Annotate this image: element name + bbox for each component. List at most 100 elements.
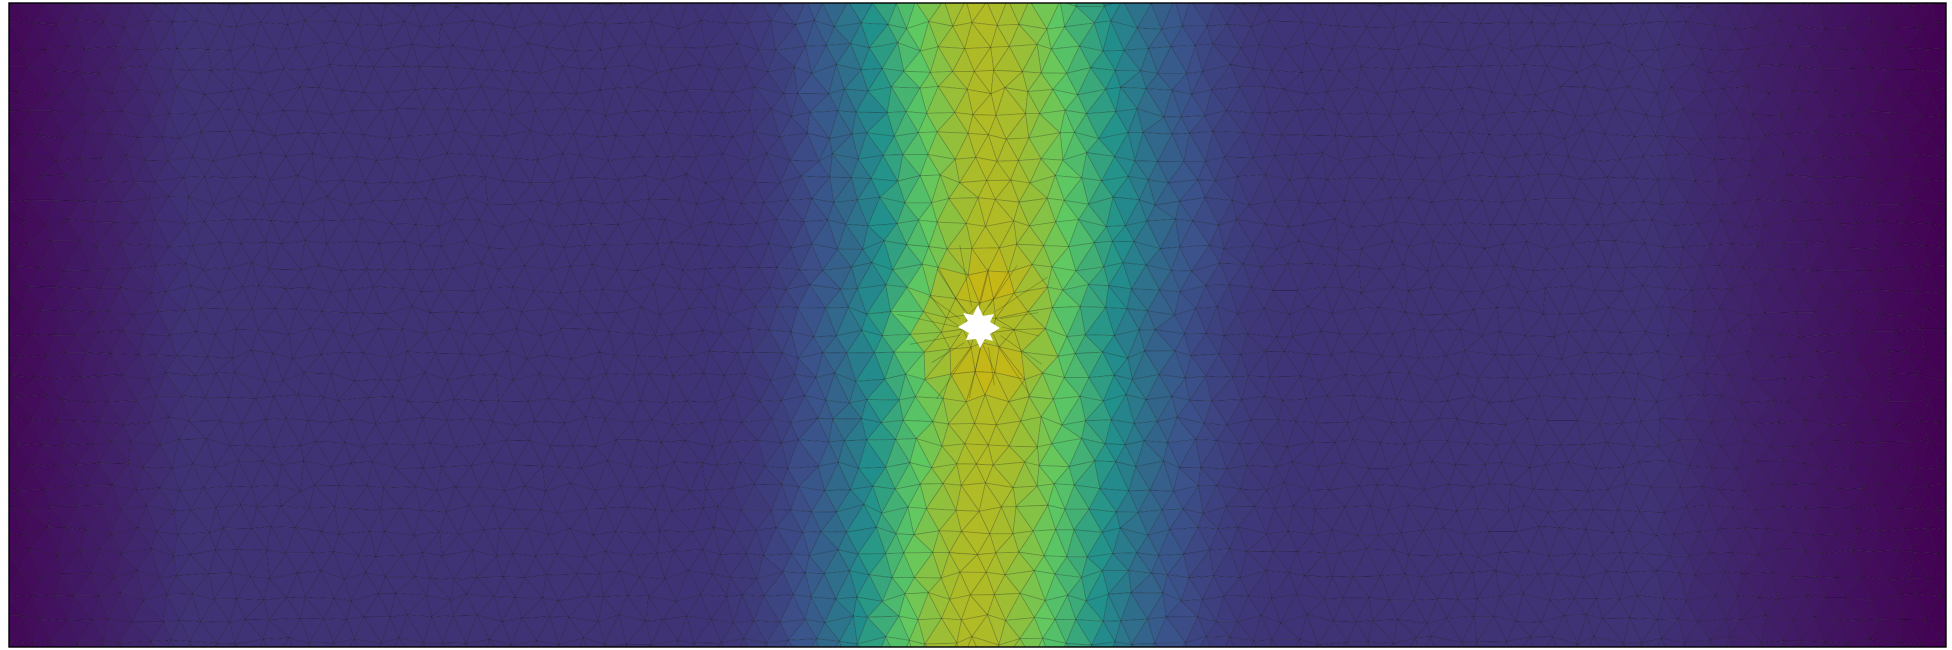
mesh-triangle bbox=[808, 93, 839, 113]
mesh-triangle bbox=[1337, 3, 1368, 28]
mesh-triangle bbox=[1149, 460, 1175, 492]
mesh-triangle bbox=[1156, 73, 1188, 91]
mesh-triangle bbox=[1379, 3, 1398, 7]
mesh-triangle bbox=[1321, 217, 1340, 250]
mesh-triangle bbox=[545, 26, 577, 52]
mesh-triangle bbox=[412, 416, 431, 446]
mesh-triangle bbox=[1228, 284, 1252, 315]
mesh-triangle bbox=[605, 506, 629, 533]
mesh-triangle bbox=[599, 22, 621, 51]
mesh-triangle bbox=[1205, 262, 1230, 286]
mesh-triangle bbox=[855, 351, 886, 382]
mesh-triangle bbox=[1502, 241, 1528, 269]
mesh-triangle bbox=[1544, 443, 1569, 466]
mesh-triangle bbox=[602, 269, 627, 293]
mesh-triangle bbox=[860, 3, 889, 25]
mesh-triangle bbox=[1948, 374, 1952, 403]
mesh-triangle bbox=[148, 354, 167, 381]
mesh-triangle bbox=[299, 69, 320, 89]
mesh-triangle bbox=[1456, 508, 1479, 536]
mesh-triangle bbox=[1018, 197, 1049, 227]
mesh-triangle bbox=[1008, 445, 1039, 463]
mesh-triangle bbox=[382, 467, 417, 489]
mesh-triangle bbox=[591, 372, 619, 404]
mesh-triangle bbox=[1526, 354, 1551, 380]
mesh-triangle bbox=[1708, 287, 1731, 310]
mesh-triangle bbox=[1736, 85, 1754, 116]
mesh-triangle bbox=[486, 203, 516, 228]
mesh-triangle bbox=[1938, 203, 1946, 215]
mesh-triangle bbox=[1460, 291, 1484, 311]
mesh-triangle bbox=[1202, 484, 1227, 515]
mesh-triangle bbox=[1883, 3, 1885, 4]
mesh-triangle bbox=[1333, 422, 1354, 444]
mesh-triangle bbox=[1236, 174, 1266, 207]
mesh-triangle bbox=[1537, 335, 1563, 360]
mesh-triangle bbox=[1905, 27, 1927, 50]
mesh-triangle bbox=[927, 131, 957, 160]
mesh-triangle bbox=[1343, 505, 1372, 537]
mesh-triangle bbox=[1254, 506, 1276, 536]
mesh-triangle bbox=[1641, 265, 1668, 289]
mesh-triangle bbox=[1814, 285, 1840, 313]
mesh-triangle bbox=[519, 0, 537, 1]
mesh-triangle bbox=[1707, 70, 1739, 90]
mesh-triangle bbox=[28, 199, 53, 228]
mesh-triangle bbox=[1281, 134, 1306, 156]
mesh-triangle bbox=[648, 373, 674, 405]
mesh-triangle bbox=[308, 64, 331, 89]
mesh-triangle bbox=[1163, 441, 1181, 469]
mesh-triangle bbox=[1531, 4, 1555, 25]
mesh-triangle bbox=[9, 416, 10, 419]
mesh-triangle bbox=[856, 284, 887, 316]
mesh-triangle bbox=[1869, 350, 1892, 377]
mesh-triangle bbox=[1287, 224, 1305, 242]
mesh-triangle bbox=[775, 199, 805, 223]
mesh-triangle bbox=[1662, 356, 1689, 382]
mesh-triangle bbox=[1225, 488, 1256, 508]
mesh-triangle bbox=[698, 244, 720, 270]
mesh-triangle bbox=[879, 196, 906, 225]
mesh-triangle bbox=[1948, 572, 1952, 593]
mesh-triangle bbox=[1319, 3, 1339, 27]
mesh-triangle bbox=[1781, 108, 1800, 135]
mesh-triangle bbox=[466, 175, 488, 205]
mesh-triangle bbox=[191, 156, 214, 178]
mesh-triangle bbox=[1472, 291, 1498, 311]
mesh-triangle bbox=[1751, 135, 1785, 163]
mesh-triangle bbox=[1460, 328, 1483, 352]
mesh-triangle bbox=[1179, 220, 1211, 248]
mesh-triangle bbox=[434, 352, 462, 382]
mesh-triangle bbox=[1308, 465, 1330, 491]
mesh-triangle bbox=[169, 331, 198, 357]
mesh-triangle bbox=[1429, 286, 1463, 316]
mesh-triangle bbox=[410, 3, 416, 8]
mesh-triangle bbox=[1421, 3, 1444, 7]
mesh-triangle bbox=[1623, 353, 1640, 375]
mesh-triangle bbox=[257, 307, 290, 336]
mesh-triangle bbox=[956, 463, 978, 487]
mesh-triangle bbox=[1653, 266, 1681, 290]
mesh-triangle bbox=[1664, 3, 1678, 7]
mesh-triangle bbox=[315, 422, 346, 444]
mesh-triangle bbox=[1436, 508, 1458, 529]
mesh-triangle bbox=[396, 88, 425, 110]
mesh-triangle bbox=[1007, 378, 1030, 403]
mesh-triangle bbox=[76, 20, 105, 50]
mesh-triangle bbox=[9, 20, 10, 23]
mesh-triangle bbox=[1481, 175, 1504, 204]
mesh-triangle bbox=[1828, 114, 1852, 137]
mesh-triangle bbox=[684, 47, 707, 66]
mesh-triangle bbox=[348, 286, 375, 315]
mesh-triangle bbox=[1883, 3, 1884, 4]
mesh-triangle bbox=[677, 19, 702, 50]
mesh-triangle bbox=[1526, 418, 1548, 447]
mesh-triangle bbox=[955, 509, 981, 533]
mesh-triangle bbox=[472, 68, 493, 88]
mesh-triangle bbox=[396, 157, 421, 185]
mesh-triangle bbox=[29, 444, 60, 467]
mesh-triangle bbox=[513, 3, 541, 29]
mesh-triangle bbox=[865, 378, 900, 401]
mesh-triangle bbox=[1826, 223, 1850, 249]
mesh-triangle bbox=[1855, 310, 1882, 333]
